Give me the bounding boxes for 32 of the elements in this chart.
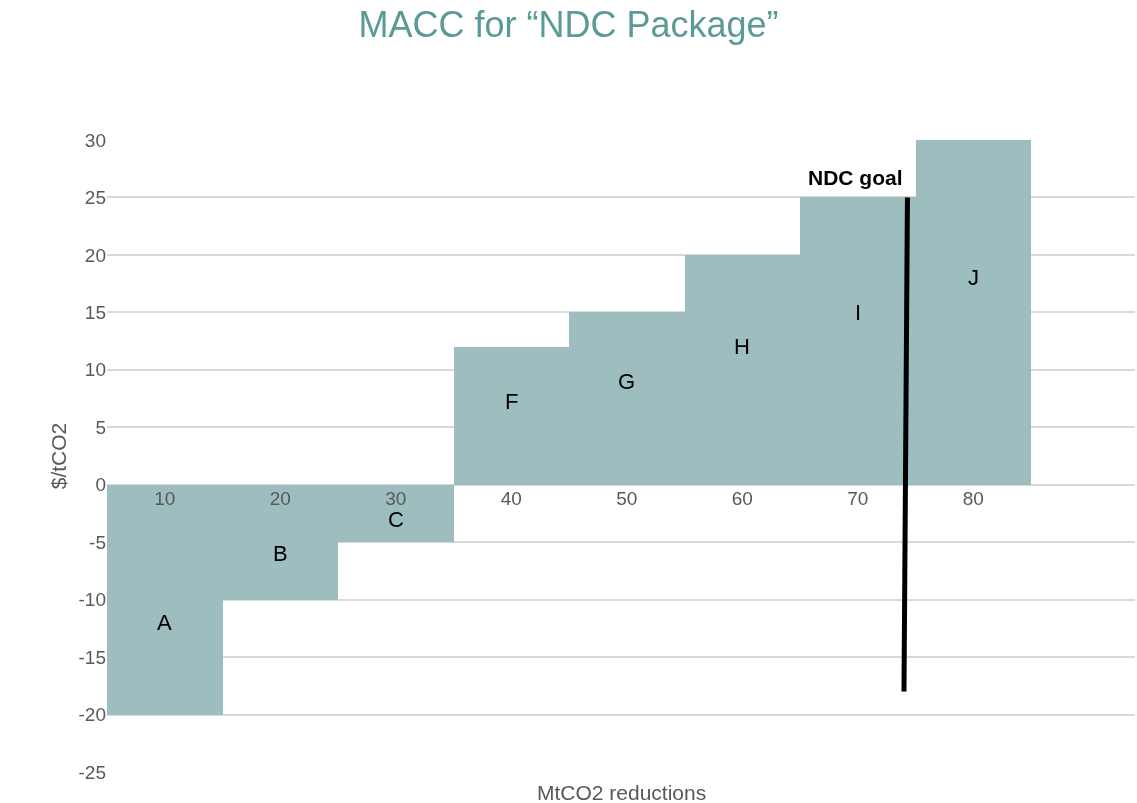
x-tick-label: 40 <box>500 487 522 509</box>
annotation: J <box>968 265 979 290</box>
y-tick-label: 25 <box>84 187 106 209</box>
series-label: NDC goal <box>808 166 903 189</box>
x-tick-label: 70 <box>847 487 869 509</box>
y-tick-label: -20 <box>78 704 106 726</box>
annotation: F <box>505 389 519 414</box>
x-tick-label: 50 <box>616 487 638 509</box>
y-tick-label: 20 <box>84 244 106 266</box>
y-tick-label: -25 <box>78 761 106 783</box>
y-tick-label: 15 <box>84 302 106 324</box>
annotation: C <box>388 507 404 532</box>
annotation: H <box>734 334 750 359</box>
annotation: G <box>618 369 636 394</box>
y-axis-title: $/tCO2 <box>46 422 70 490</box>
y-tick-label: 5 <box>95 416 106 438</box>
y-tick-label: -15 <box>78 646 106 668</box>
x-axis-title: MtCO2 reductions <box>537 781 707 803</box>
y-tick-label: 0 <box>95 474 106 496</box>
y-tick-label: -10 <box>78 589 106 611</box>
x-tick-label: 20 <box>269 487 291 509</box>
y-tick-label: 10 <box>84 359 106 381</box>
x-tick-label: 60 <box>731 487 753 509</box>
annotation: I <box>855 300 862 325</box>
x-tick-label: 10 <box>154 487 176 509</box>
y-tick-label: 30 <box>84 129 106 151</box>
chart-title: MACC for “NDC Package” <box>358 4 779 46</box>
annotation: A <box>157 610 172 635</box>
x-tick-label: 30 <box>385 487 407 509</box>
y-tick-label: -5 <box>89 531 106 553</box>
annotation: B <box>273 541 288 566</box>
x-tick-label: 80 <box>962 487 984 509</box>
